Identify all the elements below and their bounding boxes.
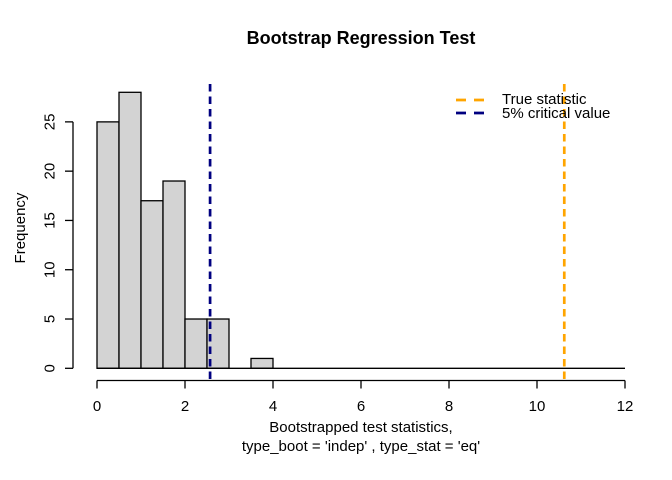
dashed-line-swatch-orange [456, 98, 484, 102]
legend-label-true-statistic: True statistic [502, 91, 587, 108]
histogram-bar [184, 318, 208, 369]
histogram-bar [162, 180, 186, 369]
x-tick-label: 2 [181, 398, 189, 415]
chart-title: Bootstrap Regression Test [246, 28, 476, 48]
histogram-bar [250, 357, 274, 369]
x-tick-label: 10 [529, 398, 546, 415]
x-tick-label: 4 [269, 398, 277, 415]
histogram-bar [140, 200, 164, 369]
histogram-bar [96, 121, 120, 369]
y-tick-label: 10 [42, 261, 59, 278]
x-axis-label-line2: type_boot = 'indep' , type_stat = 'eq' [241, 438, 481, 455]
x-tick-label: 8 [445, 398, 453, 415]
y-tick-label: 25 [42, 114, 59, 131]
legend-item-critical-value: 5% critical value [455, 104, 611, 122]
y-tick-label: 5 [42, 315, 59, 323]
y-tick-label: 0 [42, 364, 59, 372]
legend-item-true-statistic: True statistic [455, 91, 610, 108]
y-axis-label: Frequency [12, 192, 29, 264]
dashed-line-swatch-navy [456, 111, 484, 115]
x-tick-label: 6 [357, 398, 365, 415]
y-tick-label: 15 [42, 212, 59, 229]
legend-label-critical-value: 5% critical value [502, 104, 611, 122]
y-tick-label: 20 [42, 163, 59, 180]
x-tick-label: 0 [93, 398, 101, 415]
legend: True statistic 5% critical value [455, 91, 611, 122]
histogram-bar [118, 91, 142, 369]
x-axis-label-line1: Bootstrapped test statistics, [269, 419, 453, 436]
x-tick-label: 12 [617, 398, 634, 415]
